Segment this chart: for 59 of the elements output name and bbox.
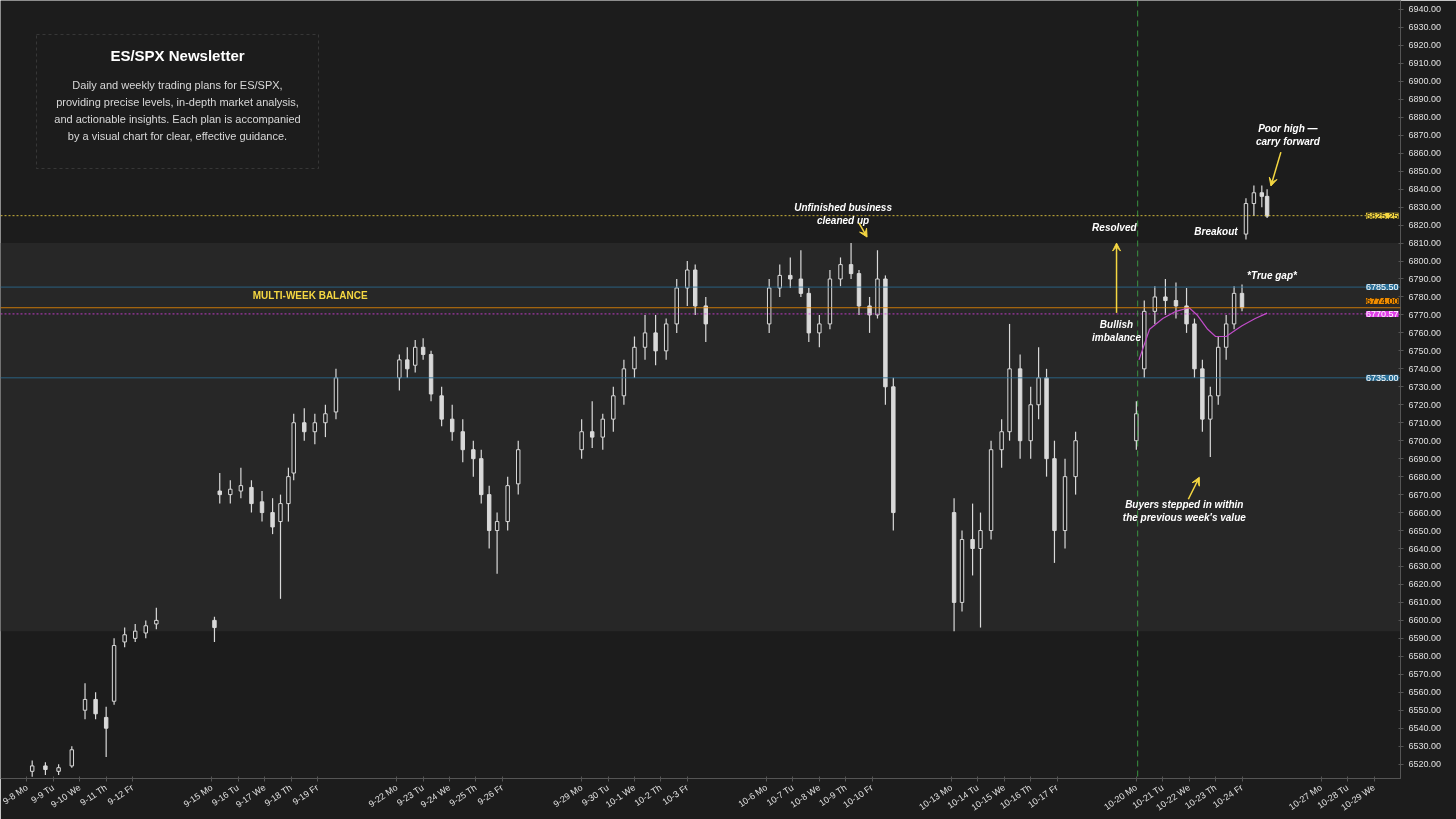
y-tick-label: 6540.00 <box>1408 723 1442 734</box>
y-tick-label: 6760.00 <box>1408 327 1442 338</box>
y-tick-label: 6750.00 <box>1408 345 1442 356</box>
y-tick-label: 6910.00 <box>1408 58 1442 69</box>
annotation: Buyers stepped in within the previous week's value <box>1122 499 1247 524</box>
y-tick-label: 6930.00 <box>1408 22 1442 33</box>
y-tick-label: 6740.00 <box>1408 363 1442 374</box>
annotation: *True gap* <box>1247 270 1299 282</box>
annotation: Poor high — carry forward <box>1255 123 1321 148</box>
y-tick-label: 6820.00 <box>1408 220 1442 231</box>
ref-line-label: 6735.00 <box>1365 372 1399 383</box>
y-tick-label: 6690.00 <box>1408 453 1442 464</box>
y-tick-label: 6880.00 <box>1408 112 1442 123</box>
annotation: Unfinished business cleaned up <box>794 201 893 227</box>
text: ES/SPX Newsletter <box>110 47 245 64</box>
y-tick-label: 6670.00 <box>1408 489 1442 500</box>
text: Daily and weekly trading plans for ES/SPX, providing precise levels, in-depth market analysis, and actionable insights. Each plan is accompanied by a visual chart for clear, effective guidance. <box>54 79 301 142</box>
y-tick-label: 6940.00 <box>1408 4 1442 15</box>
y-tick-label: 6850.00 <box>1408 166 1442 177</box>
y-tick-label: 6680.00 <box>1408 471 1442 482</box>
y-tick-label: 6610.00 <box>1408 597 1442 608</box>
y-tick-label: 6780.00 <box>1408 291 1442 302</box>
y-tick-label: 6790.00 <box>1408 274 1442 284</box>
y-tick-label: 6860.00 <box>1408 148 1442 159</box>
x-tick-label: 9-8 Mo <box>0 782 30 807</box>
y-tick-label: 6700.00 <box>1408 435 1442 446</box>
y-tick-label: 6730.00 <box>1408 381 1442 392</box>
y-tick-label: 6520.00 <box>1408 759 1442 770</box>
y-tick-label: 6890.00 <box>1408 94 1442 105</box>
y-tick-label: 6660.00 <box>1408 507 1442 518</box>
y-tick-label: 6710.00 <box>1408 417 1442 428</box>
y-tick-label: 6650.00 <box>1408 525 1442 536</box>
y-tick-label: 6830.00 <box>1408 202 1442 213</box>
annotation: Bullish imbalance <box>1092 318 1142 344</box>
y-tick-label: 6800.00 <box>1408 256 1442 267</box>
annotation: Breakout <box>1194 226 1239 238</box>
y-tick-label: 6600.00 <box>1408 615 1442 626</box>
y-tick-label: 6920.00 <box>1408 40 1442 51</box>
y-tick-label: 6770.00 <box>1408 309 1442 320</box>
y-tick-label: 6640.00 <box>1408 543 1442 554</box>
y-tick-label: 6900.00 <box>1408 76 1442 87</box>
y-tick-label: 6530.00 <box>1408 741 1442 752</box>
y-tick-label: 6580.00 <box>1408 651 1442 662</box>
ref-line-label: 6785.50 <box>1365 282 1399 293</box>
y-tick-label: 6590.00 <box>1408 633 1442 644</box>
ref-line-label: 6770.57 <box>1365 308 1399 319</box>
y-tick-label: 6570.00 <box>1408 669 1442 680</box>
y-tick-label: 6560.00 <box>1408 687 1442 698</box>
ref-line-label: 6774.00 <box>1365 295 1399 306</box>
annotation: MULTI-WEEK BALANCE <box>252 290 368 302</box>
y-tick-label: 6550.00 <box>1408 705 1442 716</box>
y-tick-label: 6810.00 <box>1408 238 1442 249</box>
y-tick-label: 6720.00 <box>1408 399 1442 410</box>
annotation: Resolved <box>1092 222 1138 234</box>
y-tick-label: 6840.00 <box>1408 184 1442 195</box>
y-tick-label: 6620.00 <box>1408 579 1442 590</box>
y-tick-label: 6630.00 <box>1408 561 1442 572</box>
ref-line-label: 6825.25 <box>1365 210 1399 221</box>
y-tick-label: 6870.00 <box>1408 130 1442 141</box>
